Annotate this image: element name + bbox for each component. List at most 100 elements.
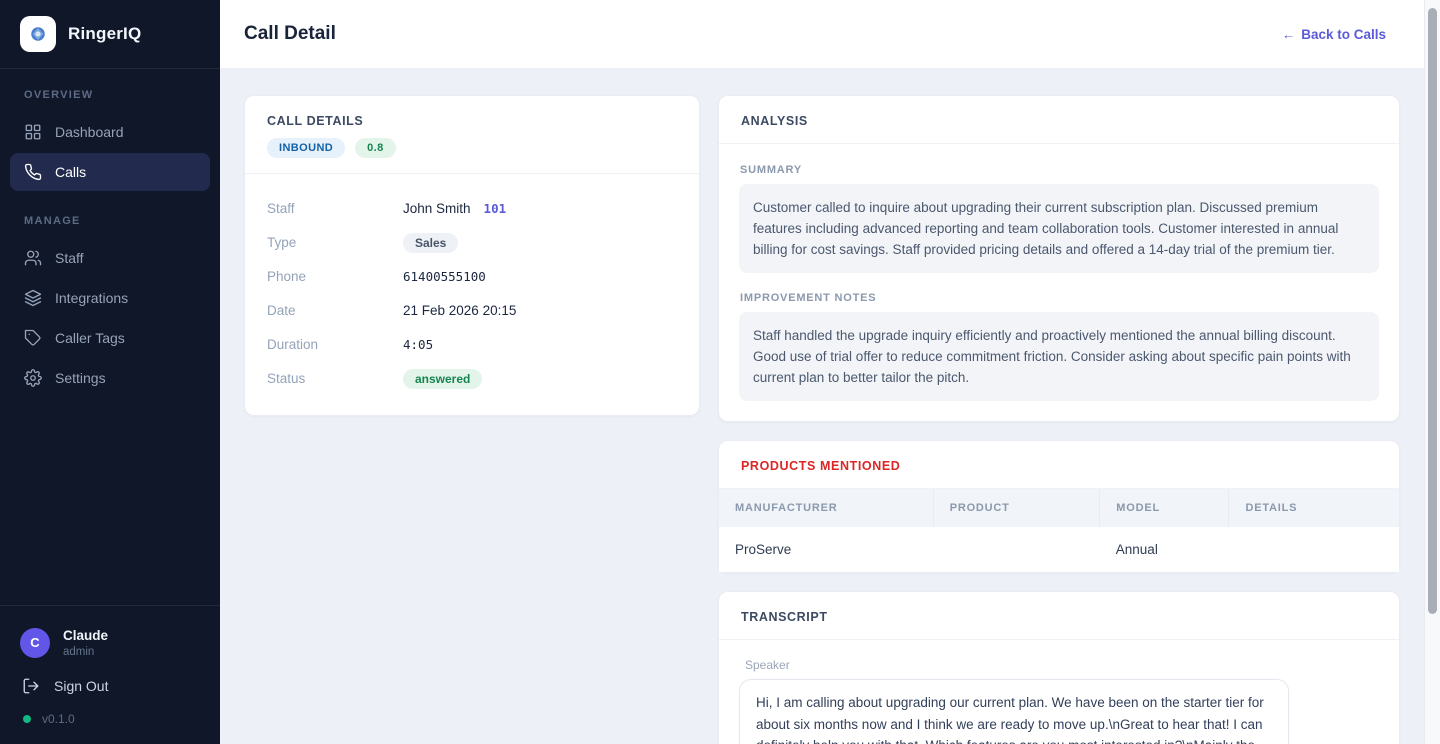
improvement-notes-text: Staff handled the upgrade inquiry effici… bbox=[739, 312, 1379, 401]
field-label: Type bbox=[267, 235, 297, 250]
field-label: Date bbox=[267, 303, 296, 318]
nav-item-label: Caller Tags bbox=[55, 330, 125, 346]
field-row-staff: Staff John Smith 101 bbox=[267, 198, 677, 219]
back-to-calls-label: Back to Calls bbox=[1301, 26, 1386, 42]
cell-model: Annual bbox=[1099, 527, 1229, 572]
field-label: Phone bbox=[267, 269, 307, 284]
page-title: Call Detail bbox=[244, 23, 336, 44]
field-label: Duration bbox=[267, 337, 319, 352]
improvement-notes-label: IMPROVEMENT NOTES bbox=[740, 292, 877, 304]
sidebar-item-staff[interactable]: Staff bbox=[10, 239, 210, 277]
nav-section-overview: OVERVIEW bbox=[24, 89, 94, 101]
app-logo[interactable]: RingerIQ bbox=[0, 0, 220, 69]
avatar: C bbox=[20, 627, 50, 658]
scrollbar[interactable] bbox=[1424, 0, 1440, 744]
user-role: admin bbox=[63, 646, 95, 658]
sign-out-button[interactable]: Sign Out bbox=[20, 677, 200, 695]
column-header-details: DETAILS bbox=[1228, 489, 1399, 527]
app-version: v0.1.0 bbox=[42, 712, 75, 726]
sidebar-item-caller-tags[interactable]: Caller Tags bbox=[10, 319, 210, 357]
sign-out-label: Sign Out bbox=[54, 678, 109, 694]
score-badge: 0.8 bbox=[355, 138, 396, 158]
transcript-body: Speaker Hi, I am calling about upgrading… bbox=[719, 640, 1399, 744]
user-meta: Claude admin bbox=[63, 628, 108, 658]
main-area: Call Detail ← Back to Calls CALL DETAILS… bbox=[220, 0, 1440, 744]
field-row-status: Status answered bbox=[267, 368, 677, 389]
status-value: answered bbox=[403, 368, 483, 389]
field-row-duration: Duration 4:05 bbox=[267, 334, 677, 355]
nav-item-label: Calls bbox=[55, 164, 87, 180]
staff-name: John Smith 101 bbox=[403, 201, 506, 216]
phone-icon bbox=[24, 163, 42, 181]
field-label: Status bbox=[267, 371, 306, 386]
sidebar-item-calls[interactable]: Calls bbox=[10, 153, 210, 191]
sidebar-item-integrations[interactable]: Integrations bbox=[10, 279, 210, 317]
page-header: Call Detail ← Back to Calls bbox=[220, 0, 1440, 69]
version-row: v0.1.0 bbox=[20, 712, 200, 726]
status-dot bbox=[23, 715, 31, 723]
app-name: RingerIQ bbox=[68, 24, 142, 43]
date-value: 21 Feb 2026 20:15 bbox=[403, 303, 517, 318]
phone-value: 61400555100 bbox=[403, 269, 486, 284]
dashboard-icon bbox=[24, 123, 42, 141]
summary-text: Customer called to inquire about upgradi… bbox=[739, 184, 1379, 273]
duration-value: 4:05 bbox=[403, 337, 434, 352]
sidebar-item-settings[interactable]: Settings bbox=[10, 359, 210, 397]
cell-manufacturer: ProServe bbox=[719, 527, 934, 572]
summary-label: SUMMARY bbox=[740, 164, 803, 176]
call-details-header: CALL DETAILS INBOUND 0.8 bbox=[245, 96, 699, 174]
analysis-body: SUMMARY Customer called to inquire about… bbox=[719, 144, 1399, 421]
products-header: PRODUCTS MENTIONED bbox=[719, 441, 1399, 489]
call-details-title: CALL DETAILS bbox=[267, 114, 364, 128]
table-row[interactable]: ProServe Annual bbox=[719, 527, 1399, 572]
back-to-calls-link[interactable]: ← Back to Calls bbox=[1282, 27, 1386, 42]
nav-item-label: Staff bbox=[55, 250, 84, 266]
sign-out-icon bbox=[22, 677, 40, 695]
gear-icon bbox=[24, 369, 42, 387]
call-details-card: CALL DETAILS INBOUND 0.8 Staff John Smit… bbox=[244, 95, 700, 416]
nav-item-label: Integrations bbox=[55, 290, 129, 306]
user-name: Claude bbox=[63, 627, 109, 643]
analysis-header: ANALYSIS bbox=[719, 96, 1399, 144]
layers-icon bbox=[24, 289, 42, 307]
tag-icon bbox=[24, 329, 42, 347]
products-table: MANUFACTURER PRODUCT MODEL DETAILS ProSe… bbox=[719, 489, 1399, 572]
cell-product bbox=[933, 527, 1100, 572]
status-badge: answered bbox=[403, 368, 483, 389]
speaker-label: Speaker bbox=[745, 658, 790, 672]
field-row-date: Date 21 Feb 2026 20:15 bbox=[267, 300, 677, 321]
products-mentioned-card: PRODUCTS MENTIONED MANUFACTURER PRODUCT … bbox=[718, 440, 1400, 573]
app-logo-icon bbox=[20, 16, 56, 52]
transcript-card: TRANSCRIPT Speaker Hi, I am calling abou… bbox=[718, 591, 1400, 744]
nav-section-manage: MANAGE bbox=[24, 215, 81, 227]
transcript-header: TRANSCRIPT bbox=[719, 592, 1399, 640]
nav-item-label: Settings bbox=[55, 370, 106, 386]
staff-name-text: John Smith bbox=[403, 201, 471, 216]
direction-badge: INBOUND bbox=[267, 138, 346, 158]
sidebar-nav: OVERVIEW Dashboard Calls MAN bbox=[0, 69, 220, 399]
sidebar: RingerIQ OVERVIEW Dashboard bbox=[0, 0, 220, 744]
column-header-model: MODEL bbox=[1099, 489, 1230, 527]
user-profile[interactable]: C Claude admin bbox=[20, 628, 200, 658]
sidebar-item-dashboard[interactable]: Dashboard bbox=[10, 113, 210, 151]
field-label: Staff bbox=[267, 201, 295, 216]
products-table-header-row: MANUFACTURER PRODUCT MODEL DETAILS bbox=[719, 489, 1399, 527]
sidebar-footer: C Claude admin Sign Out v0.1.0 bbox=[0, 604, 220, 744]
call-details-body: Staff John Smith 101 Type Sales Phone bbox=[245, 174, 699, 415]
column-header-product: PRODUCT bbox=[933, 489, 1101, 527]
analysis-title: ANALYSIS bbox=[741, 114, 808, 128]
call-details-badges: INBOUND 0.8 bbox=[267, 138, 677, 158]
scrollbar-thumb[interactable] bbox=[1428, 8, 1437, 614]
type-badge: Sales bbox=[403, 232, 459, 253]
users-icon bbox=[24, 249, 42, 267]
analysis-card: ANALYSIS SUMMARY Customer called to inqu… bbox=[718, 95, 1400, 422]
right-column: ANALYSIS SUMMARY Customer called to inqu… bbox=[718, 95, 1400, 744]
transcript-bubble: Hi, I am calling about upgrading our cur… bbox=[739, 679, 1289, 744]
back-arrow-icon: ← bbox=[1281, 26, 1296, 42]
cell-details bbox=[1228, 527, 1399, 572]
type-value: Sales bbox=[403, 232, 459, 253]
transcript-title: TRANSCRIPT bbox=[741, 610, 828, 624]
content-area: CALL DETAILS INBOUND 0.8 Staff John Smit… bbox=[220, 69, 1440, 744]
nav-item-label: Dashboard bbox=[55, 124, 124, 140]
